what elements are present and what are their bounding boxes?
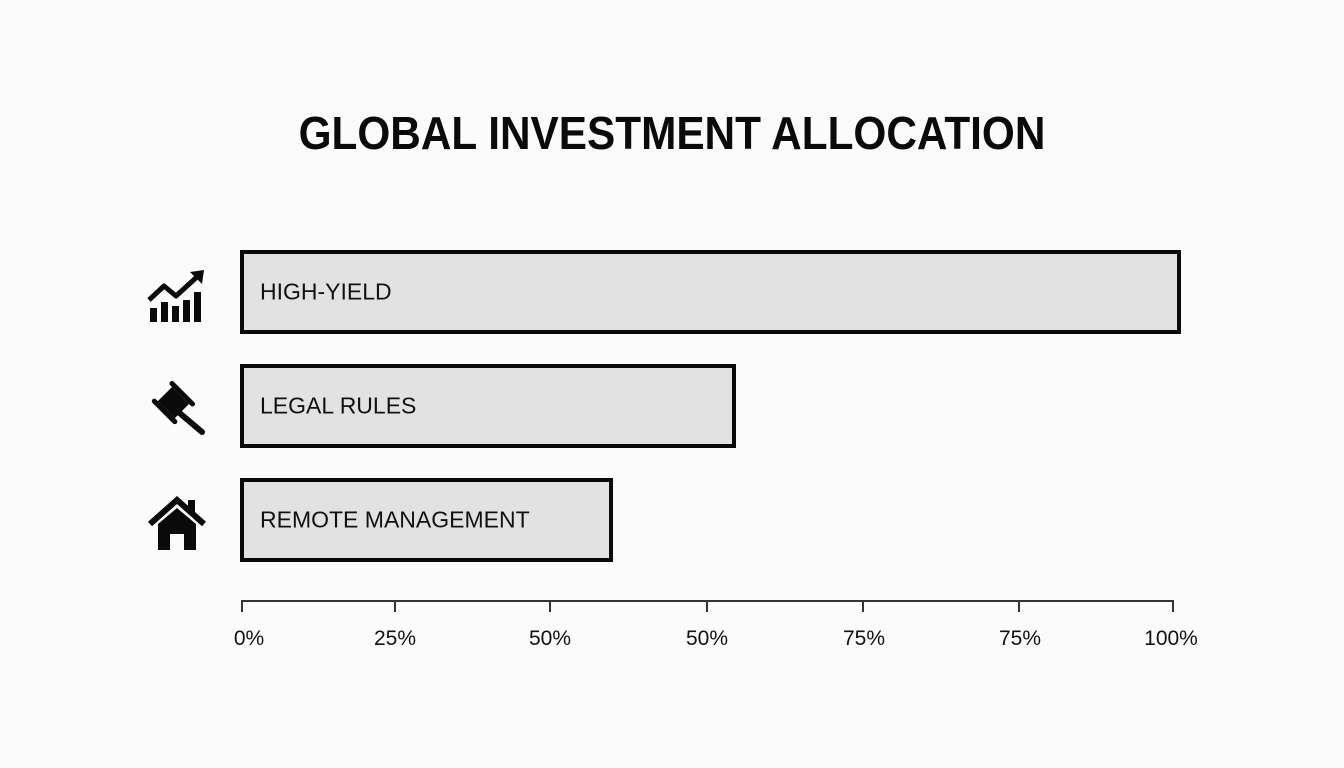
house-icon: [148, 495, 206, 550]
x-tick: [1018, 600, 1020, 612]
bar-label: LEGAL RULES: [260, 392, 417, 419]
bar-label: REMOTE MANAGEMENT: [260, 506, 530, 533]
x-tick: [1172, 600, 1174, 612]
x-tick: [241, 600, 243, 612]
x-tick-label: 0%: [233, 627, 265, 650]
x-tick-label: 100%: [1144, 627, 1198, 650]
x-tick-label: 75%: [842, 627, 886, 650]
x-tick-label: 75%: [998, 627, 1042, 650]
bar-legal-rules: LEGAL RULES: [240, 364, 736, 448]
bar-label: HIGH-YIELD: [260, 278, 392, 305]
bar-high-yield: HIGH-YIELD: [240, 250, 1181, 334]
gavel-icon: [151, 380, 205, 435]
x-tick-label: 50%: [685, 627, 729, 650]
x-tick: [862, 600, 864, 612]
x-tick: [549, 600, 551, 612]
chart-title: GLOBAL INVESTMENT ALLOCATION: [298, 107, 1046, 159]
x-tick-label: 25%: [373, 627, 417, 650]
bar-remote-management: REMOTE MANAGEMENT: [240, 478, 613, 562]
x-tick-label: 50%: [528, 627, 572, 650]
chart-trending-up-icon: [147, 270, 204, 322]
x-tick: [394, 600, 396, 612]
x-tick: [706, 600, 708, 612]
x-axis-line: [241, 600, 1174, 602]
